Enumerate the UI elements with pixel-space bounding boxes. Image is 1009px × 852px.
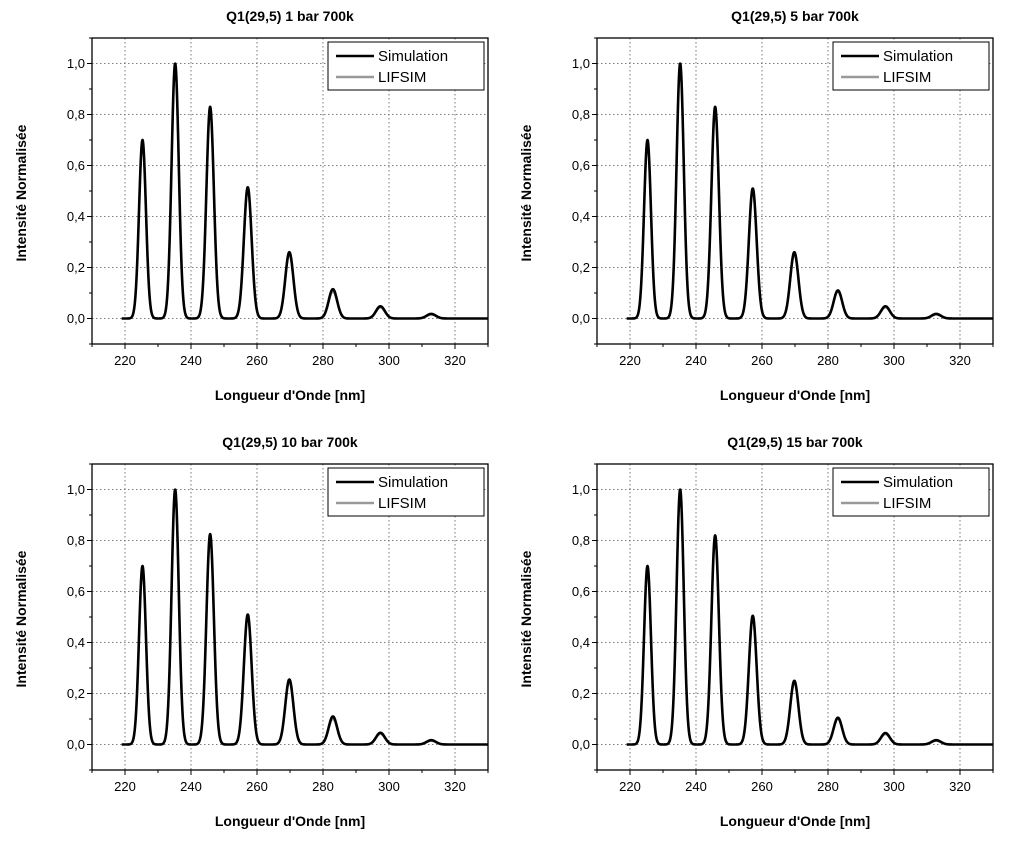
chart-panel-1bar: Q1(29,5) 1 bar 700k 220 240 260 280 300 320 0,0… bbox=[0, 0, 504, 426]
x-axis-label: Longueur d'Onde [nm] bbox=[215, 387, 365, 403]
chart-title: Q1(29,5) 10 bar 700k bbox=[222, 434, 358, 450]
chart-svg-10bar: Q1(29,5) 10 bar 700k 220 240 260 280 300 320 0,… bbox=[13, 434, 489, 829]
legend-label-simulation: Simulation bbox=[378, 474, 448, 491]
legend: Simulation LIFSIM bbox=[327, 41, 485, 91]
chart-panel-5bar: Q1(29,5) 5 bar 700k 220 240 260 280 300 320 0,0… bbox=[505, 0, 1009, 426]
y-tick-label: 0,0 bbox=[67, 737, 85, 752]
y-tick-label: 0,0 bbox=[572, 311, 590, 326]
x-tick-label: 300 bbox=[883, 779, 905, 794]
legend-label-simulation: Simulation bbox=[378, 48, 448, 65]
y-tick-label: 0,4 bbox=[572, 209, 590, 224]
chart-title: Q1(29,5) 15 bar 700k bbox=[727, 434, 863, 450]
legend-label-lifsim: LIFSIM bbox=[883, 69, 931, 86]
y-tick-label: 0,4 bbox=[67, 209, 85, 224]
chart-svg-1bar: Q1(29,5) 1 bar 700k 220 240 260 280 300 320 0,0… bbox=[13, 8, 489, 403]
y-tick-label: 0,2 bbox=[572, 686, 590, 701]
chart-title: Q1(29,5) 1 bar 700k bbox=[226, 8, 354, 24]
x-tick-label: 320 bbox=[444, 353, 466, 368]
y-tick-label: 0,4 bbox=[67, 635, 85, 650]
y-tick-label: 0,4 bbox=[572, 635, 590, 650]
x-tick-label: 320 bbox=[949, 353, 971, 368]
legend-label-lifsim: LIFSIM bbox=[378, 69, 426, 86]
x-tick-label: 300 bbox=[883, 353, 905, 368]
y-tick-label: 0,8 bbox=[572, 533, 590, 548]
x-tick-label: 260 bbox=[751, 779, 773, 794]
y-tick-label: 0,6 bbox=[572, 584, 590, 599]
plot-frame bbox=[596, 37, 994, 345]
y-axis-label: Intensité Normalisée bbox=[518, 550, 534, 687]
x-tick-label: 220 bbox=[619, 779, 641, 794]
plot-frame bbox=[91, 463, 489, 771]
x-tick-label: 280 bbox=[817, 353, 839, 368]
legend-label-simulation: Simulation bbox=[883, 48, 953, 65]
series-line-simulation bbox=[625, 488, 994, 746]
y-axis-label: Intensité Normalisée bbox=[518, 124, 534, 261]
x-tick-label: 300 bbox=[378, 353, 400, 368]
series-line-simulation bbox=[120, 62, 489, 320]
y-tick-label: 0,0 bbox=[67, 311, 85, 326]
series-line-simulation bbox=[625, 62, 994, 320]
x-tick-label: 260 bbox=[246, 779, 268, 794]
y-tick-label: 0,2 bbox=[572, 260, 590, 275]
x-tick-label: 320 bbox=[444, 779, 466, 794]
x-tick-label: 220 bbox=[114, 353, 136, 368]
chart-svg-5bar: Q1(29,5) 5 bar 700k 220 240 260 280 300 320 0,0… bbox=[518, 8, 994, 403]
chart-title: Q1(29,5) 5 bar 700k bbox=[731, 8, 859, 24]
y-tick-label: 0,2 bbox=[67, 260, 85, 275]
y-tick-label: 1,0 bbox=[572, 482, 590, 497]
x-axis-label: Longueur d'Onde [nm] bbox=[720, 387, 870, 403]
y-axis-label: Intensité Normalisée bbox=[13, 124, 29, 261]
x-tick-label: 240 bbox=[685, 779, 707, 794]
x-tick-label: 240 bbox=[180, 353, 202, 368]
x-axis-label: Longueur d'Onde [nm] bbox=[720, 813, 870, 829]
y-tick-label: 0,8 bbox=[572, 107, 590, 122]
x-tick-label: 280 bbox=[817, 779, 839, 794]
legend-label-lifsim: LIFSIM bbox=[378, 495, 426, 512]
y-tick-label: 0,6 bbox=[67, 158, 85, 173]
x-tick-label: 260 bbox=[751, 353, 773, 368]
x-tick-label: 220 bbox=[619, 353, 641, 368]
x-tick-label: 280 bbox=[312, 779, 334, 794]
x-tick-label: 220 bbox=[114, 779, 136, 794]
legend-label-lifsim: LIFSIM bbox=[883, 495, 931, 512]
y-tick-label: 0,8 bbox=[67, 107, 85, 122]
x-tick-label: 280 bbox=[312, 353, 334, 368]
y-tick-label: 1,0 bbox=[572, 56, 590, 71]
y-tick-label: 0,6 bbox=[67, 584, 85, 599]
chart-panel-10bar: Q1(29,5) 10 bar 700k 220 240 260 280 300 320 0,… bbox=[0, 426, 504, 852]
legend: Simulation LIFSIM bbox=[327, 467, 485, 517]
chart-svg-15bar: Q1(29,5) 15 bar 700k 220 240 260 280 300 320 0,… bbox=[518, 434, 994, 829]
legend: Simulation LIFSIM bbox=[832, 41, 990, 91]
x-tick-label: 240 bbox=[685, 353, 707, 368]
legend-box bbox=[327, 467, 485, 517]
x-tick-label: 320 bbox=[949, 779, 971, 794]
series-line-simulation bbox=[120, 488, 489, 746]
legend: Simulation LIFSIM bbox=[832, 467, 990, 517]
y-tick-label: 0,2 bbox=[67, 686, 85, 701]
x-axis-label: Longueur d'Onde [nm] bbox=[215, 813, 365, 829]
chart-panel-15bar: Q1(29,5) 15 bar 700k 220 240 260 280 300 320 0,… bbox=[505, 426, 1009, 852]
y-axis-label: Intensité Normalisée bbox=[13, 550, 29, 687]
legend-label-simulation: Simulation bbox=[883, 474, 953, 491]
legend-box bbox=[832, 41, 990, 91]
plot-frame bbox=[91, 37, 489, 345]
y-tick-label: 0,8 bbox=[67, 533, 85, 548]
plot-frame bbox=[596, 463, 994, 771]
x-tick-label: 240 bbox=[180, 779, 202, 794]
y-tick-label: 0,0 bbox=[572, 737, 590, 752]
y-tick-label: 0,6 bbox=[572, 158, 590, 173]
y-tick-label: 1,0 bbox=[67, 56, 85, 71]
legend-box bbox=[327, 41, 485, 91]
x-tick-label: 300 bbox=[378, 779, 400, 794]
y-tick-label: 1,0 bbox=[67, 482, 85, 497]
x-tick-label: 260 bbox=[246, 353, 268, 368]
legend-box bbox=[832, 467, 990, 517]
